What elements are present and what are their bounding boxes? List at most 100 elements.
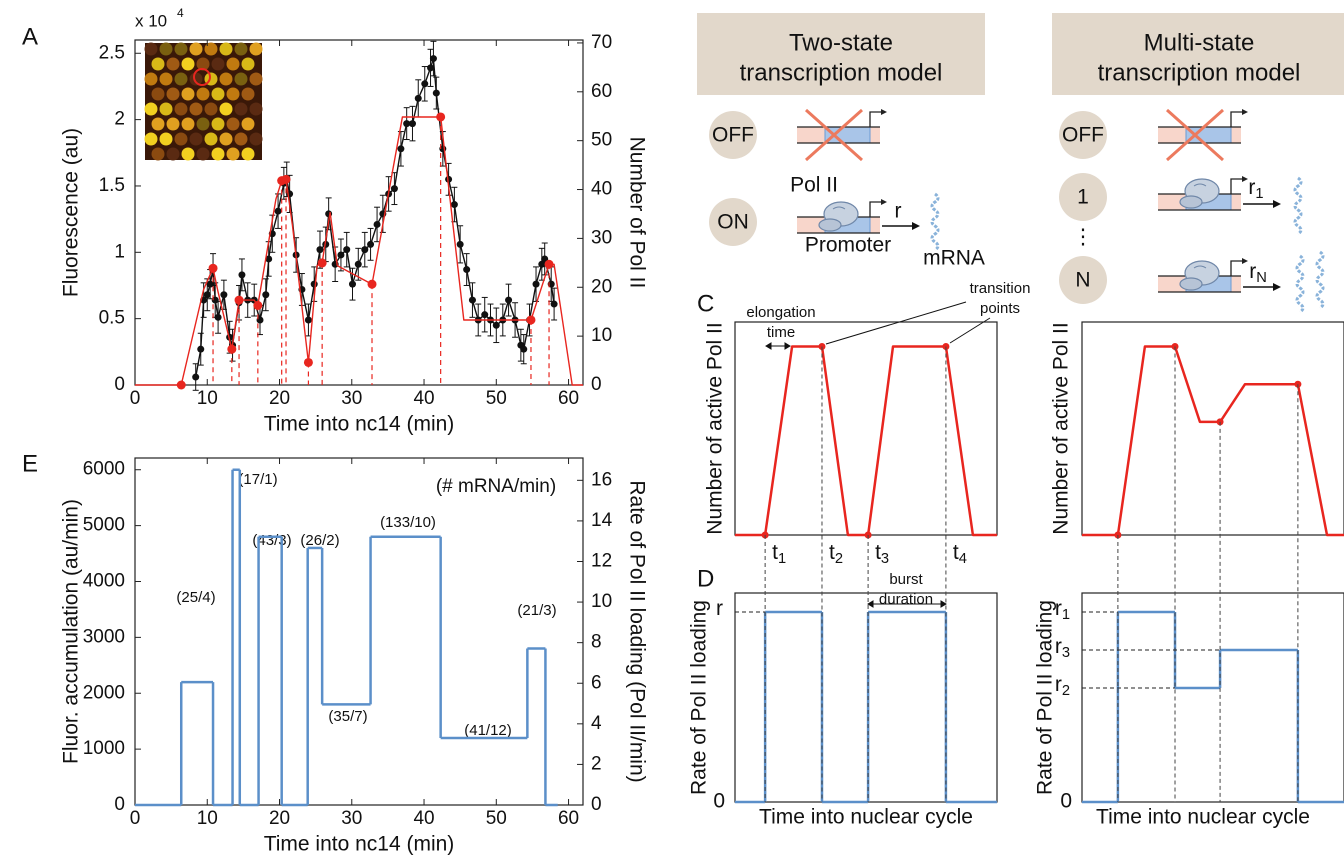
y-tick-label: 0 — [1060, 790, 1072, 813]
y2-tick-label: 10 — [591, 591, 612, 612]
y-tick-label: 0 — [114, 794, 125, 815]
inset-cell — [211, 87, 225, 101]
off-cross — [805, 108, 863, 162]
state-label: ON — [717, 211, 749, 234]
state-circle — [709, 111, 757, 159]
x-tick-label: 20 — [269, 808, 290, 829]
y-axis-label: Number of active Pol II — [1050, 322, 1073, 534]
inset-cell — [174, 42, 188, 56]
inset-cell — [196, 57, 210, 71]
y2-tick-label: 70 — [591, 32, 612, 53]
plot-frame — [1081, 321, 1344, 536]
x-axis-label: Time into nc14 (min) — [264, 833, 455, 856]
x-axis-label: Time into nuclear cycle — [759, 806, 973, 829]
inset-cell — [249, 102, 263, 116]
annotation: elongation — [746, 304, 815, 321]
x-tick-label: 60 — [558, 808, 579, 829]
data-point — [481, 311, 489, 319]
panel-label: C — [697, 290, 714, 317]
inset-cell — [234, 132, 248, 146]
data-point — [262, 291, 270, 299]
inset-cell — [144, 72, 158, 86]
annotation: (25/4) — [176, 589, 215, 606]
inset-cell — [219, 42, 233, 56]
data-point — [206, 280, 214, 288]
y-axis-label: Fluor. accumulation (au/min) — [60, 499, 83, 764]
y2-tick-label: 14 — [591, 510, 613, 531]
annotation: (133/10) — [380, 514, 436, 531]
data-point — [214, 313, 222, 321]
inset-cell — [204, 42, 218, 56]
data-point — [354, 260, 362, 268]
data-point — [390, 185, 398, 193]
data-point — [505, 296, 513, 304]
inset-cell — [174, 72, 188, 86]
inset-cell — [234, 72, 248, 86]
y-tick-label: 1 — [114, 241, 125, 262]
plot-frame — [734, 592, 998, 803]
y-tick-label: r3 — [1055, 635, 1070, 661]
data-point — [281, 174, 291, 184]
inset-cell — [241, 57, 255, 71]
inset-cell — [144, 42, 158, 56]
x-axis-label: Time into nuclear cycle — [1096, 806, 1310, 829]
inset-cell — [189, 102, 203, 116]
inset-cell — [174, 102, 188, 116]
y2-tick-label: 40 — [591, 179, 612, 200]
rate-label: r — [895, 200, 902, 223]
data-point — [544, 259, 554, 269]
data-point — [367, 279, 377, 289]
inset-cell — [219, 132, 233, 146]
inset-cell — [181, 147, 195, 161]
y-tick-label: 3000 — [83, 626, 125, 647]
data-point — [316, 246, 324, 254]
inset-cell — [189, 72, 203, 86]
ellipsis: ⋮ — [1073, 226, 1094, 249]
state-circle — [709, 198, 757, 246]
state-label: 1 — [1077, 186, 1089, 209]
data-point — [397, 145, 405, 153]
state-circle — [1059, 111, 1107, 159]
y-tick-label: r1 — [1055, 597, 1070, 623]
x-tick-label: t1 — [772, 541, 786, 567]
inset-cell — [159, 72, 173, 86]
y2-tick-label: 6 — [591, 672, 602, 693]
x-tick-label: 50 — [486, 388, 507, 409]
data-point — [432, 89, 440, 97]
inset-cell — [219, 72, 233, 86]
inset-cell — [196, 87, 210, 101]
y-multiplier-exponent: 4 — [177, 6, 184, 20]
inset-cell — [189, 132, 203, 146]
inset-cell — [159, 132, 173, 146]
mrna-icon — [1293, 176, 1303, 236]
annotation: burst — [889, 571, 923, 588]
microscopy-inset — [144, 42, 263, 161]
x-tick-label: 40 — [413, 808, 434, 829]
inset-cell — [181, 87, 195, 101]
y2-tick-label: 30 — [591, 227, 612, 248]
data-point — [403, 120, 411, 128]
annotation: (26/2) — [300, 532, 339, 549]
y-tick-label: 0 — [713, 790, 725, 813]
data-point — [227, 344, 237, 354]
y2-tick-label: 0 — [591, 794, 602, 815]
data-point — [238, 271, 246, 279]
data-point — [456, 240, 464, 248]
rate-label: r1 — [1248, 176, 1263, 202]
plot-frame — [134, 39, 584, 386]
inset-cell — [204, 132, 218, 146]
data-point — [348, 280, 356, 288]
inset-cell — [211, 147, 225, 161]
y2-axis-label: Number of Pol II — [625, 137, 648, 289]
data-point — [361, 246, 369, 254]
inset-cell — [226, 147, 240, 161]
y-tick-label: 0.5 — [99, 308, 125, 329]
data-point — [303, 357, 313, 367]
inset-cell — [166, 87, 180, 101]
data-point — [408, 120, 416, 128]
data-point — [253, 300, 263, 310]
panel-label: A — [22, 23, 38, 50]
data-point — [265, 255, 273, 263]
inset-cell — [181, 117, 195, 131]
